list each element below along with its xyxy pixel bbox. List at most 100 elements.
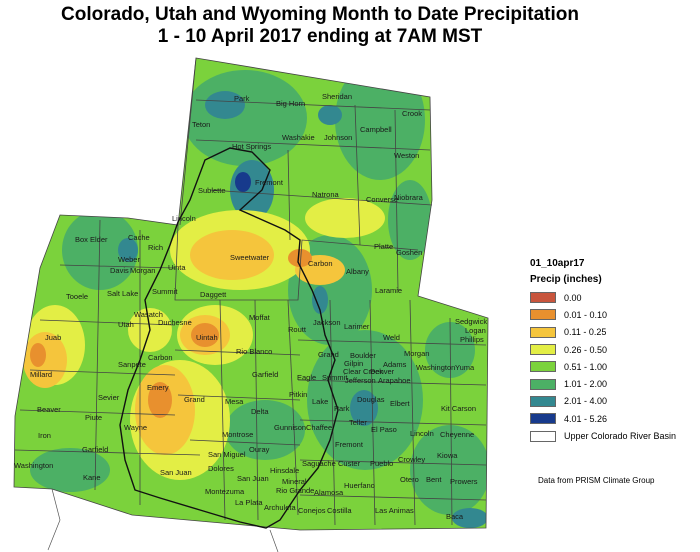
county-label-costilla: Costilla <box>327 506 352 515</box>
county-label-washakie: Washakie <box>282 133 315 142</box>
state-borders <box>13 57 489 531</box>
legend-label: 0.51 - 1.00 <box>564 361 608 372</box>
county-label-morgan-ut: Morgan <box>130 266 155 275</box>
county-label-larimer: Larimer <box>344 322 370 331</box>
county-label-weber: Weber <box>118 255 140 264</box>
county-label-jackson: Jackson <box>313 318 341 327</box>
county-label-el-paso: El Paso <box>371 425 397 434</box>
basin-tails <box>47 488 279 552</box>
map-title: Colorado, Utah and Wyoming Month to Date… <box>0 4 640 48</box>
legend-item: 0.11 - 0.25 <box>530 324 700 341</box>
county-label-hot-springs: Hot Springs <box>232 142 271 151</box>
county-label-adams: Adams <box>383 360 407 369</box>
county-label-cache: Cache <box>128 233 150 242</box>
county-label-garfield-co: Garfield <box>252 370 278 379</box>
legend-item: Upper Colorado River Basin <box>530 427 700 444</box>
county-label-kit-carson: Kit Carson <box>441 404 476 413</box>
county-label-crowley: Crowley <box>398 455 425 464</box>
county-label-bent: Bent <box>426 475 442 484</box>
county-label-baca: Baca <box>446 512 464 521</box>
county-label-yuma: Yuma <box>455 363 475 372</box>
county-label-park-co: Park <box>334 404 350 413</box>
legend-item: 0.26 - 0.50 <box>530 341 700 358</box>
county-label-kiowa: Kiowa <box>437 451 458 460</box>
county-label-davis: Davis <box>110 266 129 275</box>
county-label-wayne: Wayne <box>124 423 147 432</box>
county-label-daggett: Daggett <box>200 290 227 299</box>
county-label-laramie: Laramie <box>375 286 402 295</box>
county-label-las-animas: Las Animas <box>375 506 414 515</box>
legend-item: 0.00 <box>530 289 700 306</box>
legend-swatch <box>530 326 556 338</box>
county-label-tooele: Tooele <box>66 292 88 301</box>
county-label-carbon-ut: Carbon <box>148 353 173 362</box>
legend-label: 0.26 - 0.50 <box>564 344 608 355</box>
county-label-duchesne: Duchesne <box>158 318 192 327</box>
county-label-logan: Logan <box>465 326 486 335</box>
county-label-kane: Kane <box>83 473 101 482</box>
precip-raster <box>14 58 488 530</box>
legend-item: 0.51 - 1.00 <box>530 358 700 375</box>
county-label-sedgwick: Sedgwick <box>455 317 487 326</box>
county-label-alamosa: Alamosa <box>314 488 344 497</box>
county-label-natrona: Natrona <box>312 190 340 199</box>
legend-swatch <box>530 292 556 304</box>
county-label-moffat: Moffat <box>249 313 271 322</box>
county-label-sweetwater: Sweetwater <box>230 253 270 262</box>
county-label-converse: Converse <box>366 195 398 204</box>
county-labels: Park Big Horn Sheridan Crook Teton Washa… <box>14 92 487 521</box>
county-label-piute: Piute <box>85 413 102 422</box>
county-label-crook: Crook <box>402 109 422 118</box>
county-label-huerfano: Huerfano <box>344 481 375 490</box>
county-label-garfield-ut: Garfield <box>82 445 108 454</box>
legend-swatch <box>530 344 556 356</box>
county-label-gunnison: Gunnison <box>274 423 306 432</box>
county-label-la-plata: La Plata <box>235 498 263 507</box>
county-label-weld: Weld <box>383 333 400 342</box>
county-label-lincoln-co: Lincoln <box>410 429 434 438</box>
map-legend: 01_10apr17 Precip (inches) 0.00 0.01 - 0.… <box>530 258 700 445</box>
county-label-grand-ut: Grand <box>184 395 205 404</box>
county-label-teton-wy: Teton <box>192 120 210 129</box>
county-label-sanpete: Sanpete <box>118 360 146 369</box>
county-label-washington-ut: Washington <box>14 461 53 470</box>
county-label-millard: Millard <box>30 370 52 379</box>
county-label-sheridan: Sheridan <box>322 92 352 101</box>
legend-item: 1.01 - 2.00 <box>530 375 700 392</box>
county-label-campbell: Campbell <box>360 125 392 134</box>
legend-label: Upper Colorado River Basin <box>564 431 677 442</box>
legend-title: Precip (inches) <box>530 274 602 285</box>
county-label-jefferson: Jefferson <box>345 376 376 385</box>
county-label-eagle: Eagle <box>297 373 316 382</box>
legend-swatch <box>530 361 556 373</box>
county-label-san-juan-ut: San Juan <box>160 468 192 477</box>
county-label-box-elder: Box Elder <box>75 235 108 244</box>
county-label-saguache: Saguache <box>302 459 336 468</box>
county-label-pueblo: Pueblo <box>370 459 393 468</box>
county-label-teller: Teller <box>349 418 367 427</box>
legend-label: 0.00 <box>564 292 582 303</box>
legend-swatch <box>530 395 556 407</box>
county-label-mesa: Mesa <box>225 397 244 406</box>
legend-swatch <box>530 378 556 390</box>
county-label-otero: Otero <box>400 475 419 484</box>
county-label-gilpin: Gilpin <box>344 359 363 368</box>
legend-swatch <box>530 413 556 425</box>
county-label-mineral: Mineral <box>282 477 307 486</box>
legend-item: 2.01 - 4.00 <box>530 393 700 410</box>
county-label-conejos: Conejos <box>298 506 326 515</box>
county-label-summit-ut: Summit <box>152 287 178 296</box>
county-label-utah: Utah <box>118 320 134 329</box>
county-label-carbon-wy: Carbon <box>308 259 333 268</box>
county-label-summit-co: Summit <box>322 373 348 382</box>
legend-layer-name: 01_10apr17 <box>530 258 585 269</box>
map-title-line-2: 1 - 10 April 2017 ending at 7AM MST <box>157 26 483 47</box>
county-label-prowers: Prowers <box>450 477 478 486</box>
county-label-lake: Lake <box>312 397 328 406</box>
county-label-juab: Juab <box>45 333 61 342</box>
county-label-beaver: Beaver <box>37 405 61 414</box>
county-label-ouray: Ouray <box>249 445 270 454</box>
county-label-elbert: Elbert <box>390 399 411 408</box>
legend-label: 4.01 - 5.26 <box>564 413 608 424</box>
